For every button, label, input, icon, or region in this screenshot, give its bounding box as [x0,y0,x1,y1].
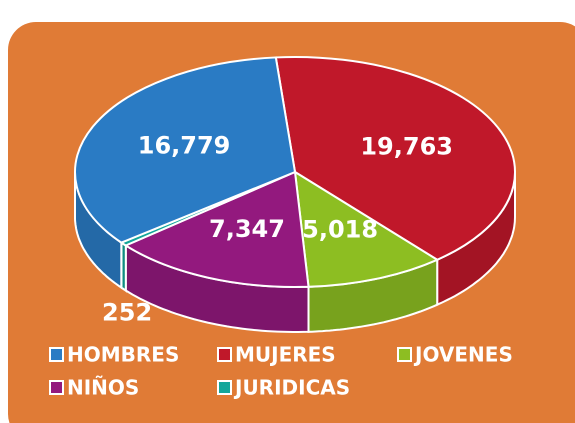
slice [123,170,310,288]
legend-swatch [49,380,64,395]
legend-label: HOMBRES [67,343,179,367]
slice [293,170,440,288]
pie: 19,763 5,018 7,347 252 16,779 [74,56,516,333]
value-label: 19,763 [360,133,453,161]
value-label: 16,779 [138,132,231,160]
legend-label: JURIDICAS [233,376,350,400]
legend-swatch [397,347,412,362]
legend-label: NIÑOS [67,376,139,400]
value-label: 7,347 [209,215,285,243]
legend-swatch [217,380,232,395]
legend-swatch [49,347,64,362]
legend-label: JOVENES [413,343,513,367]
legend: HOMBRES MUJERES JOVENES NIÑOS JURIDICAS [49,343,513,400]
slice [74,56,297,244]
legend-label: MUJERES [235,343,336,367]
value-label: 5,018 [302,216,378,244]
legend-swatch [217,347,232,362]
slice [274,56,516,261]
value-label: 252 [102,298,152,326]
